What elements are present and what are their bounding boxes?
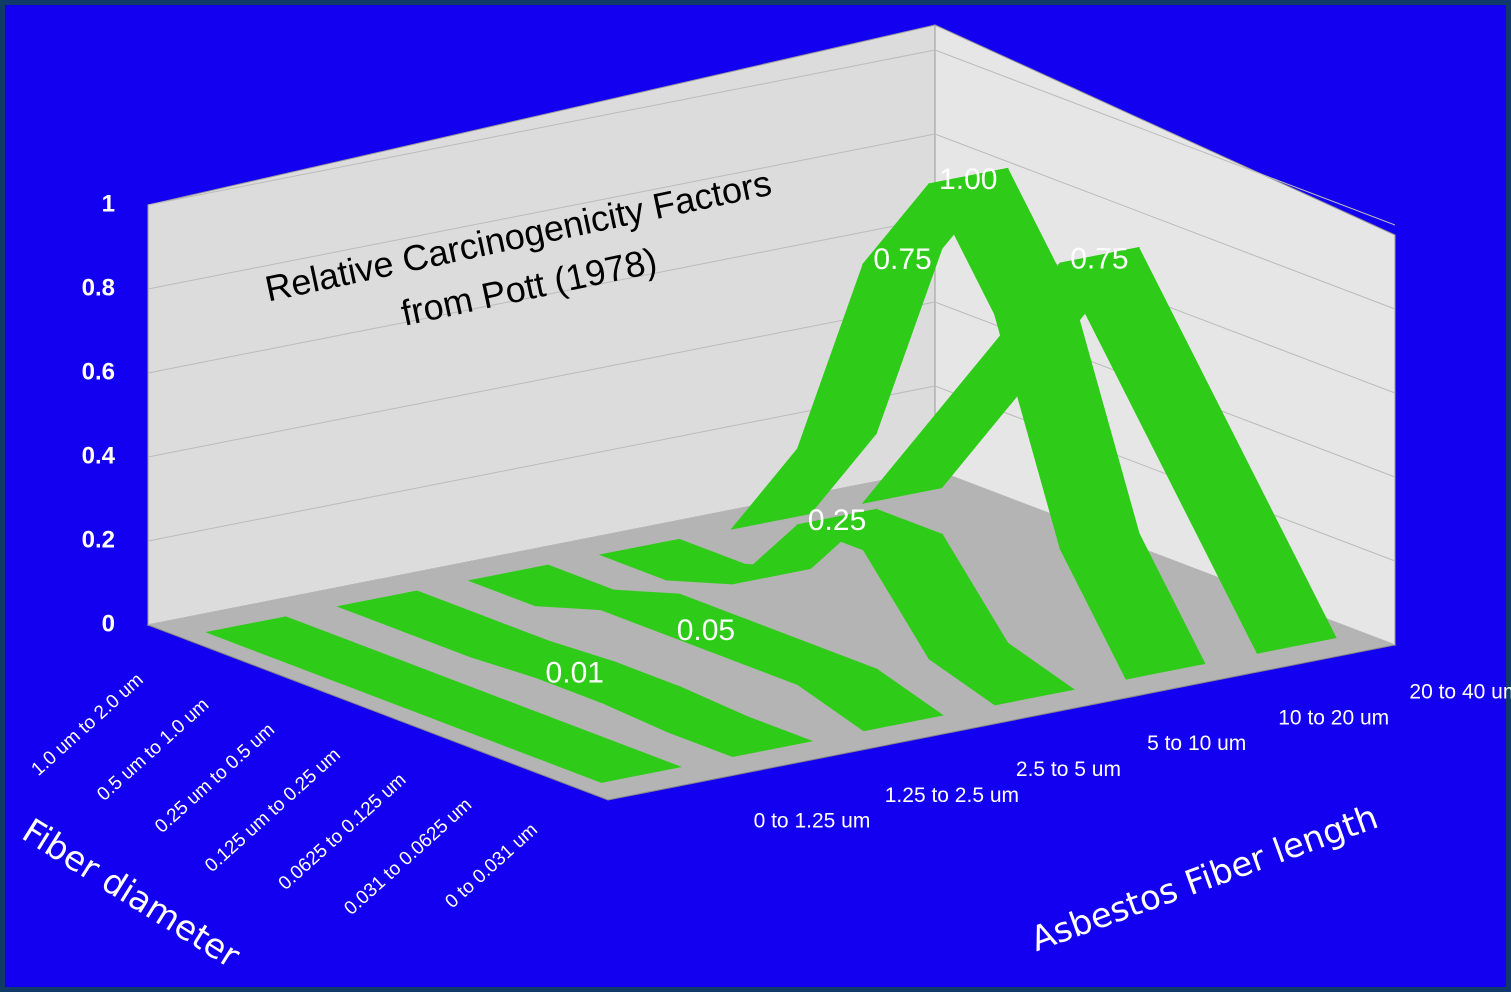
value-label: 0.75 bbox=[873, 243, 931, 276]
y-tick-label: 10 to 20 um bbox=[1278, 706, 1389, 729]
ribbon-segment bbox=[533, 741, 682, 783]
z-tick-label: 0.2 bbox=[82, 526, 115, 553]
value-label: 0.01 bbox=[546, 656, 604, 689]
value-label: 0.05 bbox=[677, 614, 735, 647]
ribbon-segment bbox=[665, 715, 814, 758]
y-tick-label: 5 to 10 um bbox=[1147, 732, 1246, 755]
y-tick-label: 1.25 to 2.5 um bbox=[885, 784, 1019, 807]
y-tick-label: 20 to 40 um bbox=[1409, 680, 1511, 703]
ribbons: 0.01 0.05 0.25 0.75 1.00 0.75 bbox=[205, 163, 1337, 783]
ribbon-segment bbox=[796, 668, 944, 732]
z-tick-label: 1 bbox=[102, 190, 115, 217]
z-tick-label: 0 bbox=[102, 610, 115, 637]
grid-line bbox=[147, 301, 1396, 478]
grid-line bbox=[147, 133, 1396, 310]
y-tick-label: 0 to 1.25 um bbox=[754, 810, 871, 833]
value-label: 0.25 bbox=[808, 504, 866, 537]
ribbon-segment bbox=[927, 642, 1075, 706]
ribbon-segment bbox=[1190, 507, 1337, 654]
z-tick-label: 0.6 bbox=[82, 358, 115, 385]
z-tick-label: 0.4 bbox=[82, 442, 116, 469]
value-label: 0.75 bbox=[1070, 242, 1128, 275]
z-tick-label: 0.8 bbox=[82, 274, 115, 301]
value-label: 1.00 bbox=[939, 163, 997, 196]
grid-line bbox=[147, 49, 1396, 226]
y-tick-label: 2.5 to 5 um bbox=[1016, 758, 1121, 781]
ribbon-segment bbox=[1059, 532, 1206, 680]
